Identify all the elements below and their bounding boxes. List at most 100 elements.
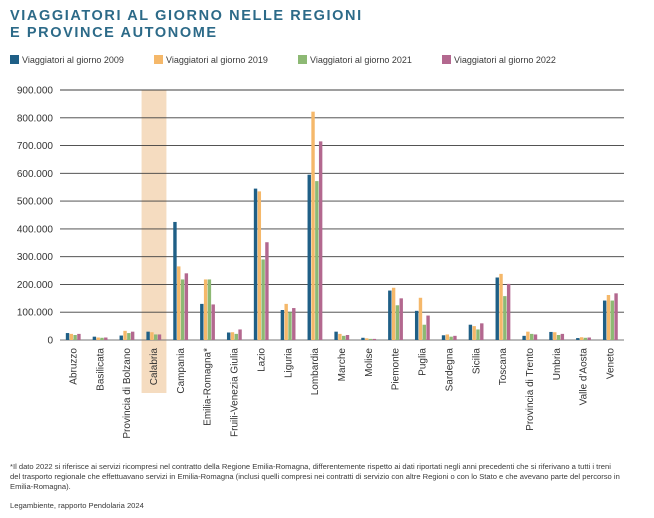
- bar-2009: [200, 303, 204, 340]
- bar-2022: [506, 283, 511, 340]
- bar-2021: [556, 335, 561, 340]
- y-tick-label: 600.000: [17, 169, 54, 180]
- legend-label-2021: Viaggiatori al giorno 2021: [310, 55, 412, 65]
- bar-2021: [180, 279, 185, 340]
- bar-2021: [261, 259, 265, 340]
- bar-2019: [123, 330, 127, 340]
- x-tick-label: Umbria: [552, 348, 563, 381]
- bar-2009: [388, 290, 392, 340]
- x-tick-label: Provincia di Trento: [525, 348, 536, 431]
- bar-2021: [449, 336, 453, 340]
- bar-2009: [495, 277, 499, 340]
- bar-2021: [127, 333, 131, 340]
- bar-chart: 0 100.000 200.000 300.000 400.000 500.000 600.…: [17, 86, 624, 439]
- x-tick-label: Piemonte: [391, 348, 402, 391]
- y-tick-label: 800.000: [17, 113, 54, 124]
- x-tick-label: Toscana: [498, 348, 509, 386]
- x-tick-label: Abruzzo: [68, 348, 79, 385]
- bar-2019: [553, 332, 557, 340]
- bar-2019: [96, 337, 100, 340]
- x-tick-label: Calabria: [149, 348, 160, 386]
- highlight-band: [141, 90, 167, 393]
- bar-2021: [583, 337, 588, 340]
- bar-2022: [560, 333, 565, 340]
- bar-2019: [579, 337, 584, 340]
- bar-2021: [315, 181, 319, 340]
- bar-2021: [610, 300, 614, 340]
- bar-2019: [177, 266, 181, 340]
- bar-2019: [311, 111, 315, 341]
- bar-2022: [211, 304, 215, 340]
- chart-title: VIAGGIATORI AL GIORNO NELLE REGIONI E PR…: [10, 8, 363, 42]
- legend-item-2021: Viaggiatori al giorno 2021: [298, 55, 412, 65]
- y-tick-label: 700.000: [17, 141, 54, 152]
- y-tick-label: 400.000: [17, 224, 54, 235]
- legend-swatch-2019: [154, 55, 163, 64]
- bar-2019: [338, 333, 342, 340]
- bar-2009: [576, 338, 580, 340]
- bar-2022: [480, 323, 484, 340]
- x-tick-label: Emilia-Romagna*: [203, 348, 214, 426]
- bar-2019: [526, 331, 530, 340]
- y-tick-label: 300.000: [17, 252, 54, 263]
- x-tick-label: Valle d'Aosta: [579, 348, 590, 406]
- legend-swatch-2009: [10, 55, 19, 64]
- bar-2019: [499, 273, 503, 340]
- bar-2009: [549, 331, 553, 340]
- y-tick-label: 0: [47, 336, 53, 347]
- bar-2009: [92, 336, 97, 340]
- bar-2009: [226, 332, 231, 340]
- bar-2009: [441, 335, 446, 340]
- x-tick-label: Lazio: [256, 348, 267, 372]
- bar-2019: [365, 338, 369, 340]
- bar-2009: [522, 335, 526, 340]
- bar-2021: [234, 333, 238, 340]
- bar-2022: [157, 334, 162, 340]
- bar-2019: [391, 287, 396, 340]
- bar-2022: [426, 315, 430, 340]
- bar-2022: [345, 335, 350, 340]
- bar-2022: [372, 338, 377, 340]
- y-tick-label: 900.000: [17, 86, 54, 97]
- bar-2022: [318, 141, 323, 340]
- bar-2022: [184, 273, 189, 340]
- bar-2009: [468, 324, 473, 340]
- y-tick-label: 100.000: [17, 308, 54, 319]
- x-tick-label: Basilicata: [95, 348, 106, 391]
- bar-2009: [119, 335, 123, 340]
- x-tick-label: Campania: [176, 348, 187, 394]
- bar-2021: [73, 335, 77, 340]
- bar-2022: [292, 308, 296, 340]
- y-tick-label: 200.000: [17, 280, 54, 291]
- bar-2021: [476, 329, 480, 340]
- bar-2022: [399, 298, 403, 340]
- bar-2021: [503, 296, 507, 340]
- bar-2019: [445, 334, 450, 340]
- bar-2009: [602, 300, 607, 340]
- bar-2009: [65, 333, 70, 340]
- x-tick-label: Veneto: [606, 348, 617, 380]
- source-note: Legambiente, rapporto Pendolaria 2024: [10, 501, 144, 510]
- bar-2022: [587, 337, 591, 340]
- bar-2021: [422, 324, 426, 340]
- legend-item-2009: Viaggiatori al giorno 2009: [10, 55, 124, 65]
- chart-title-line2: E PROVINCE AUTONOME: [10, 25, 218, 41]
- bar-2019: [284, 303, 288, 340]
- bar-2022: [533, 334, 538, 340]
- bar-2019: [230, 332, 235, 340]
- x-tick-label: Molise: [364, 348, 375, 377]
- bar-2009: [146, 331, 150, 340]
- bar-2021: [288, 312, 292, 340]
- x-tick-label: Sicilia: [471, 348, 482, 375]
- bar-2021: [154, 334, 158, 340]
- bar-2022: [614, 293, 618, 340]
- bar-2021: [207, 279, 212, 340]
- bar-2019: [418, 297, 423, 340]
- legend-label-2022: Viaggiatori al giorno 2022: [454, 55, 556, 65]
- bar-2019: [69, 333, 74, 340]
- bar-2009: [253, 188, 258, 340]
- legend-item-2022: Viaggiatori al giorno 2022: [442, 55, 556, 65]
- bar-2019: [606, 295, 611, 340]
- footnote: *Il dato 2022 si riferisce ai servizi ri…: [10, 462, 620, 492]
- x-tick-label: Marche: [337, 348, 348, 382]
